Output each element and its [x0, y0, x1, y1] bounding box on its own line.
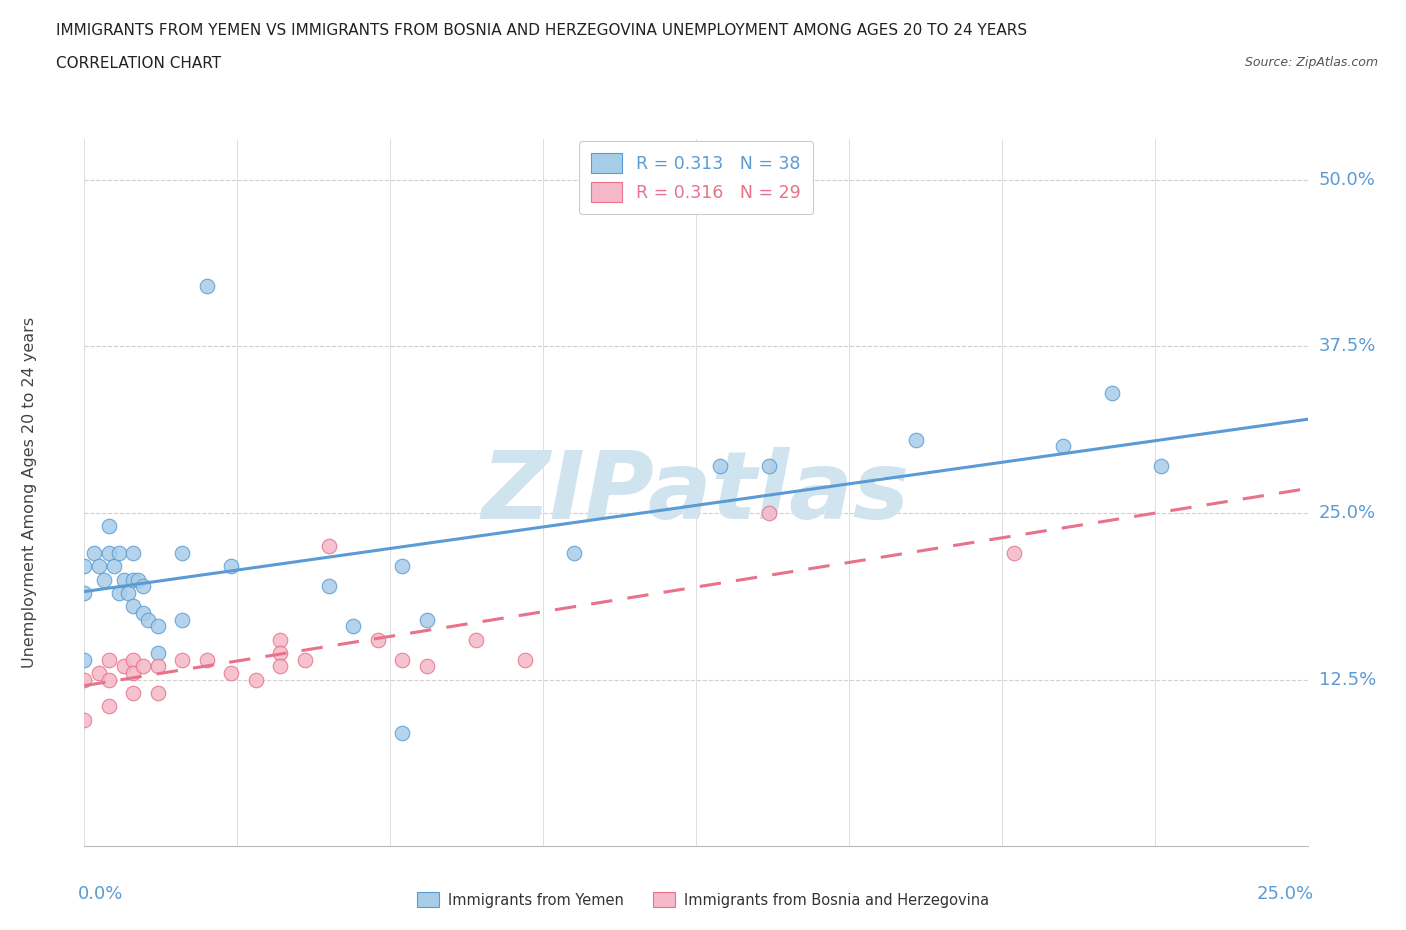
Point — [73, 652, 96, 667]
Point — [1150, 458, 1173, 473]
Point — [758, 506, 780, 521]
Point — [73, 712, 96, 727]
Point — [464, 632, 486, 647]
Point — [416, 658, 439, 673]
Point — [1002, 546, 1025, 561]
Point — [122, 685, 145, 700]
Point — [132, 605, 155, 620]
Point — [342, 618, 364, 633]
Point — [122, 572, 145, 587]
Point — [391, 725, 413, 740]
Point — [103, 559, 125, 574]
Point — [391, 652, 413, 667]
Point — [513, 652, 536, 667]
Point — [195, 279, 218, 294]
Point — [87, 666, 110, 681]
Point — [146, 618, 169, 633]
Point — [269, 645, 291, 660]
Text: ZIPatlas: ZIPatlas — [482, 447, 910, 538]
Point — [758, 458, 780, 473]
Text: Source: ZipAtlas.com: Source: ZipAtlas.com — [1244, 56, 1378, 69]
Point — [1101, 385, 1123, 400]
Point — [122, 546, 145, 561]
Point — [146, 685, 169, 700]
Point — [132, 578, 155, 593]
Point — [73, 672, 96, 687]
Point — [367, 632, 389, 647]
Point — [245, 672, 267, 687]
Point — [107, 546, 129, 561]
Point — [905, 432, 928, 447]
Point — [318, 538, 340, 553]
Point — [709, 458, 731, 473]
Point — [122, 599, 145, 614]
Point — [294, 652, 316, 667]
Point — [318, 578, 340, 593]
Text: 0.0%: 0.0% — [79, 885, 124, 903]
Text: Unemployment Among Ages 20 to 24 years: Unemployment Among Ages 20 to 24 years — [22, 317, 37, 669]
Point — [83, 546, 105, 561]
Point — [269, 658, 291, 673]
Point — [73, 559, 96, 574]
Point — [172, 612, 194, 627]
Point — [219, 559, 242, 574]
Point — [112, 658, 135, 673]
Point — [172, 546, 194, 561]
Point — [122, 666, 145, 681]
Point — [127, 572, 149, 587]
Text: 12.5%: 12.5% — [1319, 671, 1376, 688]
Point — [107, 586, 129, 601]
Point — [146, 658, 169, 673]
Point — [136, 612, 159, 627]
Point — [97, 519, 120, 534]
Point — [132, 658, 155, 673]
Text: 25.0%: 25.0% — [1319, 504, 1376, 522]
Text: 37.5%: 37.5% — [1319, 338, 1376, 355]
Point — [146, 645, 169, 660]
Point — [97, 546, 120, 561]
Point — [416, 612, 439, 627]
Text: CORRELATION CHART: CORRELATION CHART — [56, 56, 221, 71]
Point — [117, 586, 139, 601]
Legend: Immigrants from Yemen, Immigrants from Bosnia and Herzegovina: Immigrants from Yemen, Immigrants from B… — [412, 886, 994, 913]
Point — [97, 698, 120, 713]
Text: 50.0%: 50.0% — [1319, 170, 1375, 189]
Text: 25.0%: 25.0% — [1257, 885, 1313, 903]
Point — [73, 586, 96, 601]
Point — [562, 546, 585, 561]
Point — [87, 559, 110, 574]
Point — [122, 652, 145, 667]
Point — [195, 652, 218, 667]
Point — [172, 652, 194, 667]
Point — [97, 652, 120, 667]
Point — [391, 559, 413, 574]
Point — [269, 632, 291, 647]
Point — [112, 572, 135, 587]
Legend: R = 0.313   N = 38, R = 0.316   N = 29: R = 0.313 N = 38, R = 0.316 N = 29 — [579, 141, 813, 214]
Point — [93, 572, 115, 587]
Point — [97, 672, 120, 687]
Point — [1052, 439, 1074, 454]
Point — [219, 666, 242, 681]
Text: IMMIGRANTS FROM YEMEN VS IMMIGRANTS FROM BOSNIA AND HERZEGOVINA UNEMPLOYMENT AMO: IMMIGRANTS FROM YEMEN VS IMMIGRANTS FROM… — [56, 23, 1028, 38]
